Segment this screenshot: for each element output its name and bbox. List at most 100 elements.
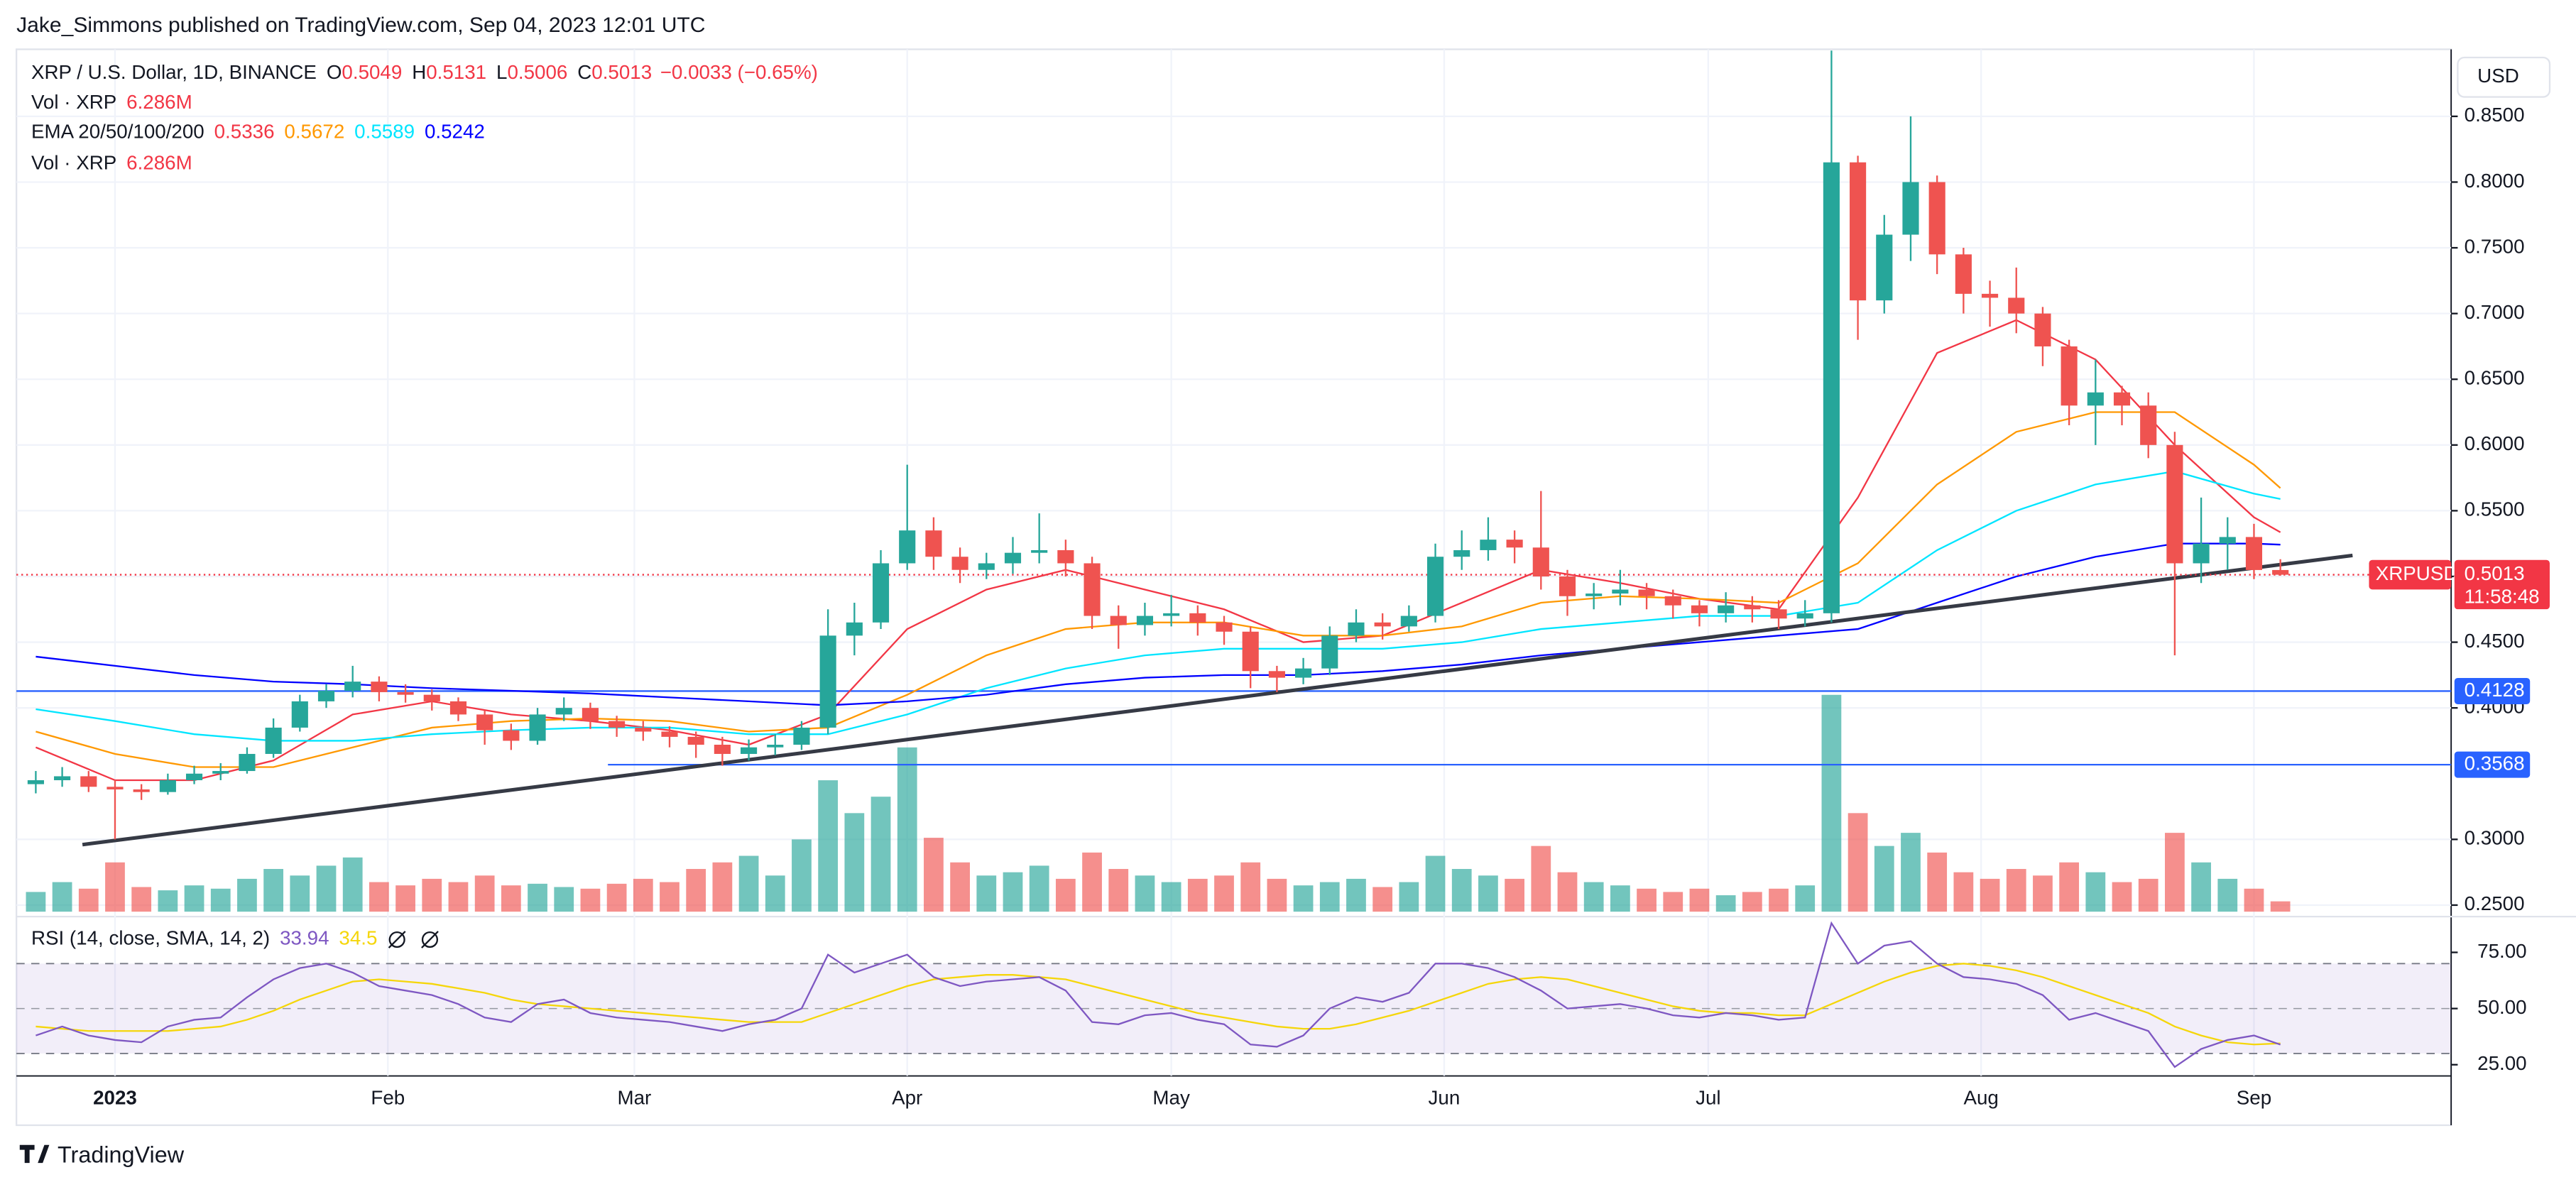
visibility-icon[interactable] <box>421 931 439 948</box>
volume-bar <box>1478 875 1498 912</box>
candle-body <box>582 708 599 721</box>
ohlc-letter: C <box>577 61 591 83</box>
candle-body <box>2008 297 2025 314</box>
candle-body <box>661 731 678 737</box>
candle-body <box>1400 616 1417 627</box>
volume-bar <box>554 887 574 912</box>
symbol-label: XRPUSD <box>2376 562 2458 584</box>
usd-button[interactable]: USD <box>2457 56 2551 98</box>
candle-body <box>1084 563 1101 616</box>
candle-body <box>1031 549 1048 553</box>
candle-body <box>2087 392 2104 406</box>
volume-bar <box>1082 852 1102 912</box>
volume-value: 6.286M <box>126 91 192 113</box>
x-tick-label: Aug <box>1963 1086 1998 1108</box>
candle-body <box>1110 616 1127 625</box>
volume-bar <box>897 747 917 912</box>
volume-bar <box>1214 875 1234 912</box>
candle-body <box>265 727 282 754</box>
volume-bar <box>395 885 415 912</box>
candle-body <box>1823 162 1840 613</box>
volume-bar <box>1583 882 1604 912</box>
x-tick-label: 2023 <box>93 1086 137 1108</box>
candle-body <box>2272 569 2289 575</box>
volume-bar <box>1531 846 1551 912</box>
candle-body <box>80 776 97 787</box>
candle-body <box>555 708 572 715</box>
candle-body <box>1770 609 1787 619</box>
change: −0.0033 (−0.65%) <box>660 61 818 83</box>
volume-bar <box>2217 878 2238 912</box>
ohlc-value: 0.5006 <box>507 61 567 83</box>
volume-bar <box>660 882 680 912</box>
volume-title: Vol · XRP <box>31 152 116 174</box>
visibility-icon[interactable] <box>388 931 405 948</box>
volume-bar <box>26 892 46 912</box>
candle-body <box>1453 549 1470 557</box>
y-tick-label: 0.8500 <box>2465 104 2525 126</box>
candle-body <box>1532 547 1549 576</box>
candle-body <box>397 691 414 695</box>
candle-body <box>1321 635 1338 669</box>
candle-body <box>1480 540 1497 550</box>
candle-body <box>2113 392 2131 406</box>
y-tick-label: 0.6500 <box>2465 367 2525 389</box>
candle-body <box>687 736 704 745</box>
candle-body <box>978 563 995 570</box>
volume-bar <box>844 813 865 912</box>
volume-bar <box>1108 869 1129 912</box>
volume-bar <box>1267 878 1287 912</box>
candle-body <box>846 622 863 636</box>
x-tick-label: Feb <box>371 1086 405 1108</box>
ohlc-value: 0.5013 <box>591 61 652 83</box>
candle-body <box>741 747 758 754</box>
volume-bar <box>1637 888 1657 912</box>
rsi-line <box>36 921 2281 1068</box>
volume-bar <box>1980 878 2000 912</box>
candle-body <box>107 787 124 789</box>
volume-bar <box>184 885 204 912</box>
legend-line: Vol · XRP 6.286M <box>31 152 192 174</box>
candle-body <box>1638 589 1655 596</box>
volume-bar <box>924 838 944 912</box>
ema-value: 0.5672 <box>284 121 344 143</box>
volume-bar <box>1689 888 1710 912</box>
candle-body <box>1850 162 1867 301</box>
ohlc-letter: L <box>496 61 507 83</box>
y-tick-label: 0.3000 <box>2465 827 2525 849</box>
y-tick-label: 0.7000 <box>2465 301 2525 323</box>
volume-bar <box>1399 882 1419 912</box>
candle-body <box>449 701 467 715</box>
volume-bar <box>1003 872 1023 912</box>
ema-value: 0.5589 <box>354 121 415 143</box>
candle-body <box>27 780 44 784</box>
currency-label[interactable]: USD <box>2477 65 2519 87</box>
volume-bar <box>1742 892 1762 912</box>
ohlc-value: 0.5049 <box>342 61 402 83</box>
x-tick-label: Sep <box>2237 1086 2271 1108</box>
volume-bar <box>606 883 627 912</box>
candle-body <box>1744 605 1761 610</box>
volume-bar <box>1557 872 1578 912</box>
volume-bar <box>263 869 284 912</box>
candle-body <box>239 753 256 772</box>
volume-bar <box>871 797 891 912</box>
ohlc-letter: H <box>412 61 426 83</box>
usd-box[interactable] <box>2457 56 2551 98</box>
volume-value: 6.286M <box>126 152 192 174</box>
volume-bar <box>1505 878 1524 912</box>
candle-body <box>371 682 388 692</box>
candle-body <box>291 701 308 728</box>
candle-body <box>1216 622 1233 632</box>
volume-bar <box>2138 878 2159 912</box>
candle-body <box>2219 537 2236 544</box>
level-label-box <box>2454 751 2531 778</box>
volume-bar <box>1663 892 1683 912</box>
volume-bar <box>2059 862 2080 912</box>
candle-body <box>1374 622 1391 627</box>
candle-body <box>2166 444 2183 564</box>
volume-bar <box>1240 862 1261 912</box>
candle-body <box>1004 552 1022 564</box>
